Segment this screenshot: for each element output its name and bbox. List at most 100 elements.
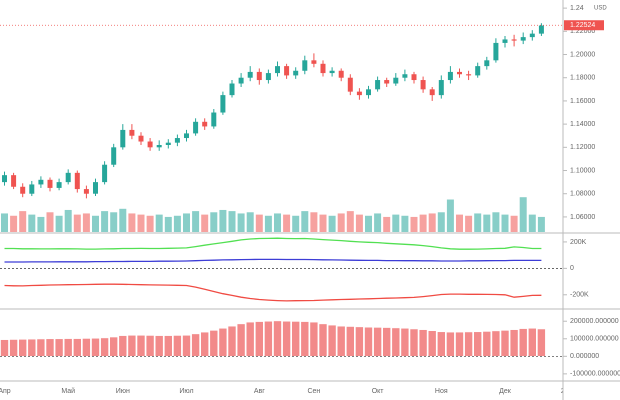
histogram-bar	[282, 320, 291, 357]
histogram-bar	[436, 331, 446, 357]
candle-body	[338, 70, 344, 78]
histogram-bar	[73, 338, 82, 357]
histogram-bar	[473, 331, 483, 357]
candle-body	[265, 73, 271, 81]
x-tick-label: Апр	[0, 388, 11, 395]
candle-body	[284, 66, 290, 76]
histogram-bar	[291, 321, 301, 357]
volume-bar	[519, 197, 527, 232]
volume-bar	[301, 211, 309, 232]
volume-bar	[46, 212, 54, 232]
candle-body	[520, 37, 526, 41]
volume-bar	[437, 212, 445, 232]
volume-bar	[419, 214, 427, 232]
candle-body	[302, 60, 308, 71]
volume-bar	[128, 213, 136, 232]
candle-body	[375, 80, 381, 90]
histogram-bar	[136, 334, 146, 357]
candle-body	[538, 25, 544, 34]
candle-body	[420, 80, 426, 90]
y-tick-label: 1.14000	[570, 121, 595, 128]
histogram-bar	[418, 329, 428, 357]
volume-bar	[10, 215, 18, 232]
y-tick-label: 1.18000	[570, 75, 595, 82]
volume-bar	[19, 211, 27, 232]
volume-bar	[510, 215, 518, 232]
volume-bar	[137, 214, 145, 232]
volume-bar	[201, 214, 209, 232]
candle-body	[83, 189, 89, 194]
volume-bar	[255, 214, 263, 232]
indicator-line	[4, 283, 542, 302]
histogram-bar	[54, 338, 64, 357]
y-tick-label: 0	[570, 265, 574, 272]
histogram-bar	[227, 325, 237, 357]
histogram-bar	[400, 327, 410, 357]
volume-bar	[28, 214, 36, 232]
x-tick-label: Июл	[179, 388, 193, 395]
volume-bar	[237, 213, 245, 232]
last-price-box	[564, 20, 604, 31]
histogram-bar	[118, 335, 128, 357]
y-tick-label: -100000.000000	[570, 371, 620, 378]
candle-body	[238, 77, 244, 84]
candle-body	[466, 74, 472, 76]
histogram-bar	[209, 330, 219, 357]
volume-bar	[73, 214, 81, 232]
histogram-bar	[45, 338, 55, 357]
candle-body	[229, 83, 235, 96]
candle-body	[438, 80, 444, 96]
candle-body	[447, 71, 453, 81]
candle-body	[56, 182, 62, 188]
volume-bar	[355, 214, 363, 232]
y-tick-label: 1.22000	[570, 28, 595, 35]
volume-bar	[292, 215, 300, 232]
histogram-bar	[100, 337, 109, 357]
volume-bar	[365, 215, 372, 232]
candle-body	[384, 80, 390, 84]
histogram-bar	[309, 321, 319, 357]
histogram-bar	[245, 321, 255, 357]
volume-bar	[228, 211, 236, 232]
y-tick-label: 1.06000	[570, 214, 595, 221]
candle-body	[493, 42, 499, 61]
histogram-bar	[127, 334, 137, 357]
histogram-bar	[255, 321, 264, 357]
candle-body	[256, 71, 262, 81]
histogram-bar	[382, 327, 392, 357]
x-tick-label: Июн	[116, 388, 130, 395]
volume-bar	[101, 211, 109, 232]
candle-body	[74, 172, 80, 190]
histogram-bar	[36, 338, 46, 357]
histogram-bar	[446, 331, 455, 357]
candle-body	[247, 71, 253, 78]
volume-bar	[501, 214, 509, 232]
histogram-bar	[464, 331, 473, 357]
histogram-bar	[145, 335, 155, 357]
histogram-bar	[355, 326, 364, 357]
y-tick-label: 1.08000	[570, 191, 595, 198]
histogram-bar	[218, 327, 228, 357]
volume-bar	[82, 213, 90, 232]
volume-bar	[537, 216, 545, 232]
volume-bar	[210, 212, 218, 232]
histogram-bar	[491, 330, 501, 357]
candle-body	[38, 179, 44, 185]
candle-body	[411, 74, 417, 81]
histogram-bar	[318, 323, 328, 357]
histogram-bar	[527, 327, 537, 357]
histogram-bar	[500, 330, 510, 357]
volume-bar	[492, 212, 500, 232]
volume-bar	[37, 216, 45, 232]
volume-bar	[528, 214, 536, 232]
volume-bar	[173, 215, 181, 232]
candle-body	[320, 63, 326, 74]
candle-body	[11, 175, 17, 187]
volume-bar	[346, 211, 354, 232]
x-tick-label: Ноя	[435, 388, 448, 395]
volume-bar	[64, 209, 72, 232]
x-tick-label: Май	[61, 387, 75, 395]
volume-bar	[164, 216, 172, 232]
histogram-bar	[518, 328, 528, 357]
histogram-bar	[482, 331, 492, 357]
